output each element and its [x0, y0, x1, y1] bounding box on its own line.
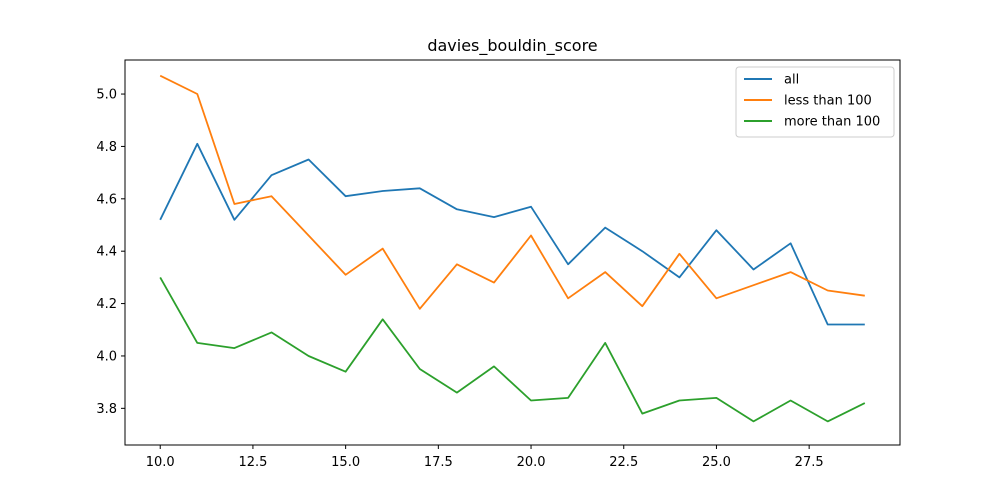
x-tick-label: 12.5 — [238, 455, 267, 470]
legend-box — [735, 66, 895, 138]
x-tick-label: 17.5 — [424, 455, 453, 470]
legend-label-all: all — [784, 73, 799, 88]
y-tick-label: 4.4 — [96, 245, 117, 260]
x-tick-label: 10.0 — [146, 455, 175, 470]
y-tick-label: 3.8 — [96, 402, 117, 417]
x-tick-label: 25.0 — [702, 455, 731, 470]
x-tick-label: 15.0 — [331, 455, 360, 470]
series-lines — [159, 74, 866, 423]
legend-label-more-than-100: more than 100 — [784, 115, 880, 130]
series-line-less-than-100 — [159, 74, 865, 310]
series-line-more-than-100 — [159, 276, 866, 423]
x-tick-label: 22.5 — [609, 455, 638, 470]
y-tick-label: 5.0 — [96, 88, 117, 103]
y-tick-label: 4.6 — [96, 192, 117, 207]
x-tick-label: 27.5 — [795, 455, 824, 470]
series-line-all — [159, 142, 865, 326]
legend: all less than 100 more than 100 — [735, 66, 895, 138]
y-tick-label: 4.2 — [96, 297, 117, 312]
chart-title: davies_bouldin_score — [427, 36, 597, 56]
y-tick-label: 4.0 — [96, 349, 117, 364]
legend-label-less-than-100: less than 100 — [784, 94, 872, 109]
axes: 10.0 12.5 15.0 17.5 20.0 22.5 25.0 27.5 3.8 4.0 4.… — [96, 59, 901, 470]
plot-frame — [124, 59, 901, 446]
x-tick-label: 20.0 — [517, 455, 546, 470]
y-tick-label: 4.8 — [96, 140, 117, 155]
